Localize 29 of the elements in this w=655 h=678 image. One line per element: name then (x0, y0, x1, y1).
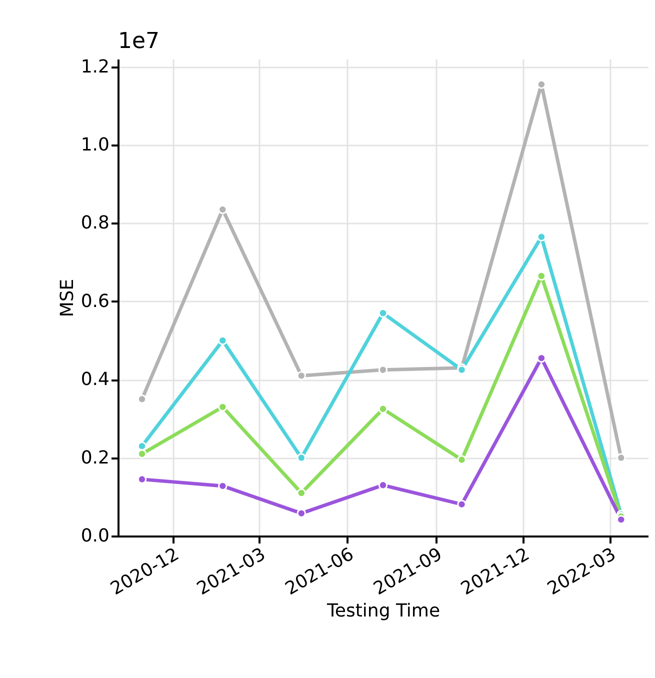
point (296, 508, 306, 518)
point (137, 474, 147, 484)
point (218, 481, 228, 491)
x-axis-title: Testing Time (326, 600, 440, 622)
point (137, 449, 147, 459)
point (296, 488, 306, 498)
point (296, 453, 306, 462)
text: 1e7 (118, 29, 160, 54)
y-tick-label: 1.0 (80, 134, 110, 156)
point (378, 480, 388, 490)
y-tick-label: 0.0 (80, 526, 110, 546)
point (616, 453, 626, 462)
y-tick-label: 0.8 (80, 212, 110, 234)
point (137, 394, 147, 404)
point (218, 402, 228, 412)
point (296, 371, 306, 380)
point (536, 232, 546, 242)
y-tick-label: 0.6 (80, 290, 110, 312)
y-tick-label: 0.4 (80, 369, 110, 390)
y-tick-label: 0.2 (80, 447, 110, 468)
point (218, 204, 228, 214)
point (378, 308, 388, 318)
y-tick-label: 1.2 (80, 56, 110, 78)
point (137, 441, 147, 451)
point (536, 271, 546, 281)
point (218, 336, 228, 346)
y-axis-title: MSE (56, 278, 78, 318)
point (378, 365, 388, 374)
point (378, 404, 388, 414)
